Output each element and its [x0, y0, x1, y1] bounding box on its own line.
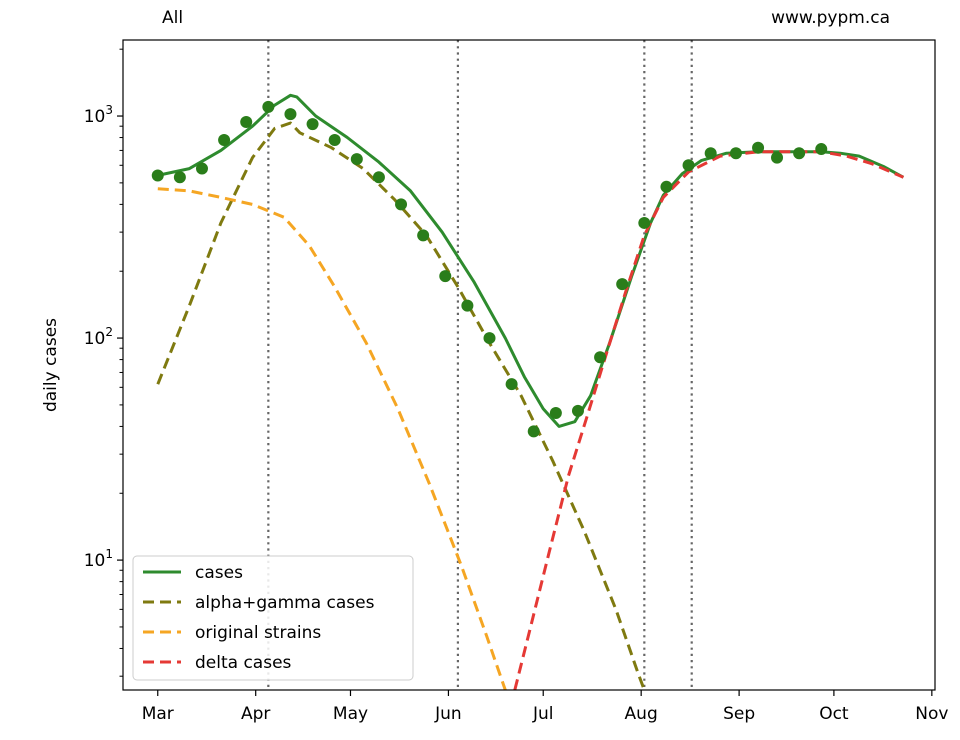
observation-point	[505, 378, 518, 391]
observation-point	[682, 159, 695, 172]
observations-layer	[151, 100, 828, 438]
observation-point	[571, 404, 584, 417]
y-axis-label: daily cases	[41, 318, 61, 412]
plot-frame	[122, 39, 936, 691]
observation-point	[549, 406, 562, 419]
observation-point	[616, 278, 629, 291]
observation-point	[729, 147, 742, 160]
y-tick-label: 101	[84, 547, 113, 571]
observation-point	[704, 147, 717, 160]
series-line-1	[156, 121, 646, 690]
y-axis: 101 102 103	[84, 48, 123, 677]
observation-point	[395, 198, 408, 211]
observation-point	[660, 180, 673, 193]
observation-point	[240, 115, 253, 128]
legend: cases alpha+gamma cases original strains de…	[132, 555, 414, 681]
y-tick-label: 103	[84, 103, 113, 127]
observation-point	[793, 147, 806, 160]
legend-label-1: alpha+gamma cases	[195, 593, 375, 613]
observation-point	[815, 143, 828, 156]
observation-point	[439, 270, 452, 283]
x-tick-label: Aug	[625, 704, 658, 724]
observation-point	[527, 425, 540, 438]
legend-label-3: delta cases	[195, 653, 292, 673]
x-tick-label: Jul	[532, 704, 554, 724]
x-tick-label: May	[333, 704, 368, 724]
observation-point	[771, 151, 784, 164]
x-axis: Mar Apr May Jun Jul Aug Sep Oct Nov	[142, 690, 948, 724]
legend-box	[132, 555, 414, 681]
chart-title-left: All	[162, 8, 183, 28]
observation-point	[195, 162, 208, 175]
y-tick-label: 102	[84, 325, 113, 349]
observation-point	[372, 171, 385, 184]
observation-point	[218, 133, 231, 146]
x-tick-label: Jun	[434, 704, 462, 724]
legend-label-0: cases	[195, 563, 243, 583]
observation-point	[328, 133, 341, 146]
series-line-0	[157, 93, 905, 428]
legend-label-2: original strains	[195, 623, 321, 643]
x-tick-label: Apr	[241, 704, 270, 724]
chart-title-right: www.pypm.ca	[771, 8, 890, 28]
x-tick-label: Mar	[142, 704, 174, 724]
observation-point	[483, 332, 496, 345]
observation-point	[461, 299, 474, 312]
observation-point	[638, 216, 651, 229]
x-tick-label: Nov	[915, 704, 948, 724]
observation-point	[151, 169, 164, 182]
x-tick-label: Sep	[723, 704, 755, 724]
observation-point	[350, 153, 363, 166]
observation-point	[306, 118, 319, 131]
observation-point	[173, 171, 186, 184]
series-layer	[156, 93, 905, 690]
observation-point	[262, 100, 275, 113]
x-tick-label: Oct	[819, 704, 849, 724]
observation-point	[284, 108, 297, 121]
series-line-3	[513, 150, 904, 690]
observation-point	[417, 229, 430, 242]
observation-point	[752, 141, 765, 154]
observation-point	[594, 351, 607, 364]
